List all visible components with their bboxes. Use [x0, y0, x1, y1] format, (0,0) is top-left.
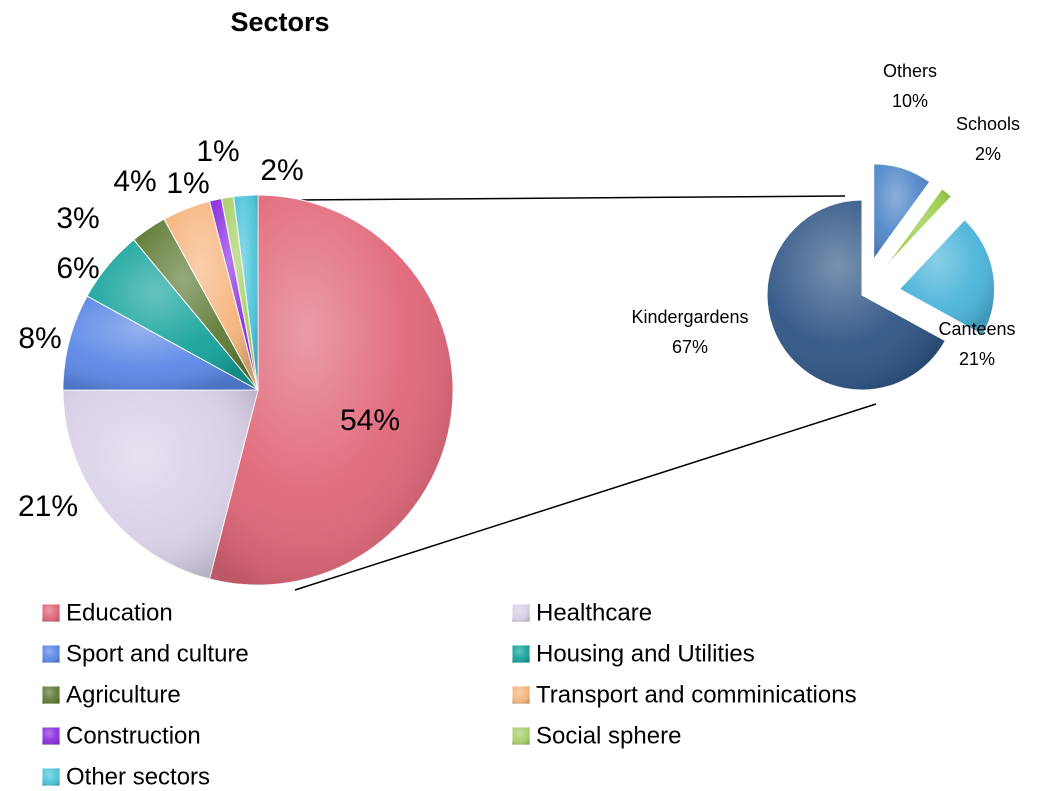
legend-label: Transport and comminications	[536, 681, 857, 708]
slice-shine	[63, 296, 258, 390]
connector-line	[294, 403, 877, 591]
slice-shine	[221, 196, 258, 390]
legend-swatch-shine	[42, 686, 60, 704]
slice-shine	[899, 219, 995, 335]
slice-shine	[886, 188, 952, 266]
slice-value-label: 4%	[113, 165, 156, 198]
legend-label: Agriculture	[66, 681, 181, 708]
slice-shine	[209, 198, 258, 390]
legend-label: Sport and culture	[66, 640, 249, 667]
legend-label: Education	[66, 599, 173, 626]
slice-value-label: 1%	[196, 135, 239, 168]
slice-shine	[767, 200, 946, 391]
slice-shine	[133, 219, 258, 390]
slice-category-label: Schools	[956, 114, 1020, 134]
slice-value-label: 67%	[672, 337, 708, 357]
slice-shine	[87, 239, 258, 390]
slice-category-label: Others	[883, 61, 937, 81]
slice-value-label: 21%	[959, 349, 995, 369]
slice-shine	[63, 390, 258, 579]
slice-category-label: Kindergardens	[631, 307, 748, 327]
legend-swatch-shine	[42, 604, 60, 622]
legend-swatch-shine	[42, 645, 60, 663]
legend-label: Construction	[66, 722, 201, 749]
legend-swatch-shine	[512, 645, 530, 663]
connector-line	[294, 195, 846, 201]
legend-swatch-shine	[512, 604, 530, 622]
legend-swatch-shine	[42, 768, 60, 786]
slice-value-label: 8%	[18, 322, 61, 355]
legend-swatch-shine	[42, 727, 60, 745]
slice-category-label: Canteens	[938, 319, 1015, 339]
slice-shine	[164, 201, 258, 390]
slice-value-label: 1%	[166, 167, 209, 200]
slice-value-label: 10%	[892, 91, 928, 111]
slice-value-label: 54%	[340, 404, 400, 437]
legend-label: Other sectors	[66, 763, 210, 790]
legend-label: Housing and Utilities	[536, 640, 755, 667]
legend-label: Healthcare	[536, 599, 652, 626]
legend-swatch-shine	[512, 727, 530, 745]
slice-shine	[209, 195, 453, 585]
slice-value-label: 2%	[260, 154, 303, 187]
slice-value-label: 21%	[18, 490, 78, 523]
slice-value-label: 3%	[56, 202, 99, 235]
legend-label: Social sphere	[536, 722, 681, 749]
slice-shine	[873, 163, 930, 259]
slice-value-label: 6%	[56, 252, 99, 285]
chart-title: Sectors	[230, 7, 329, 37]
legend-swatch-shine	[512, 686, 530, 704]
slice-shine	[233, 195, 258, 390]
slice-value-label: 2%	[975, 144, 1001, 164]
